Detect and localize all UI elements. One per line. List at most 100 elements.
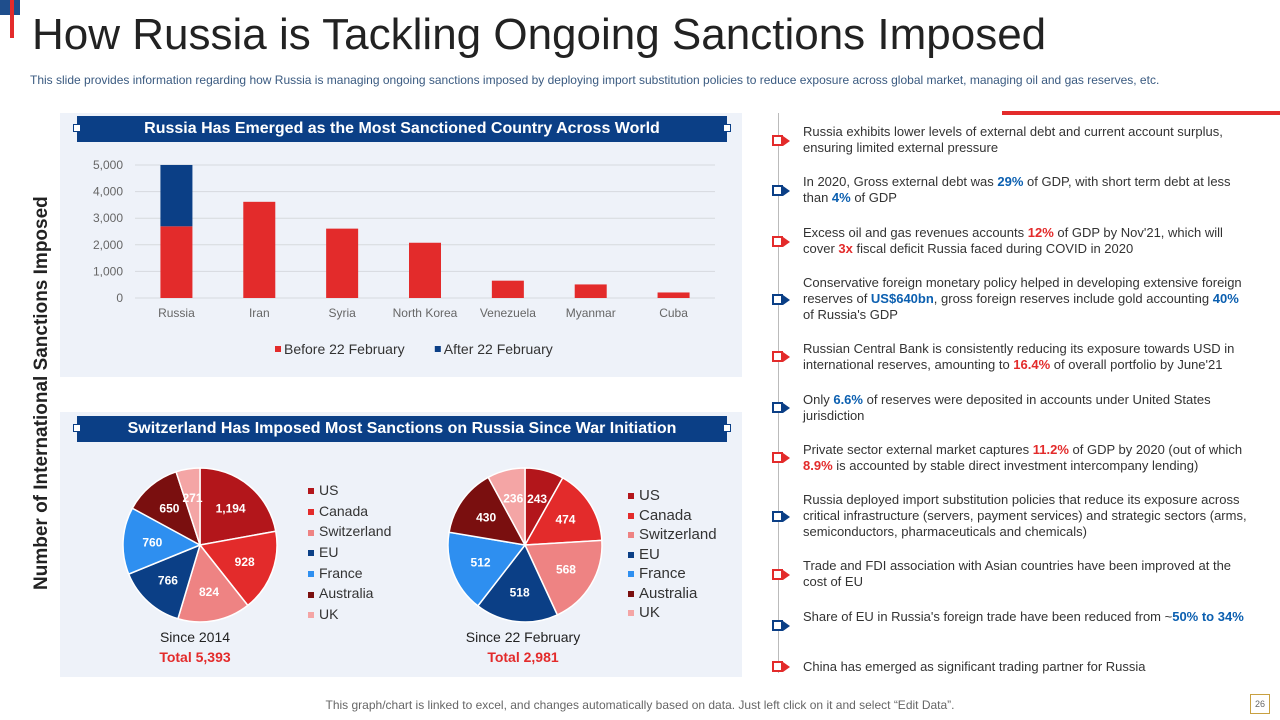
pie-slice-france[interactable]: [122, 507, 202, 576]
bullet-item: In 2020, Gross external debt was 29% of …: [803, 174, 1231, 205]
legend-item-uk: UK: [628, 604, 717, 624]
bullet-marker-icon: [772, 185, 790, 196]
bar-north-korea[interactable]: [409, 242, 441, 298]
legend-label: US: [639, 487, 660, 504]
accent-rule: [1002, 111, 1280, 115]
pie-slice-eu[interactable]: [476, 543, 559, 623]
bar-chart[interactable]: 0 1,000 2,000 3,000 4,000 5,000 Russia Iran Syri…: [60, 150, 742, 370]
legend-label: France: [639, 565, 686, 582]
legend-swatch: [308, 508, 314, 515]
banner-handle-right: [723, 124, 731, 132]
bullet-item: Only 6.6% of reserves were deposited in …: [803, 392, 1211, 423]
page-subtitle: This slide provides information regardin…: [30, 73, 1160, 87]
legend-label: After 22 February: [444, 341, 553, 357]
legend-label: Switzerland: [319, 523, 392, 540]
pie-slice-france[interactable]: [447, 531, 527, 607]
pie-slice-uk[interactable]: [487, 467, 526, 546]
bullet-item: Russia exhibits lower levels of external…: [803, 124, 1223, 155]
pie-slice-canada[interactable]: [198, 530, 278, 607]
legend-item-switzerland: Switzerland: [308, 523, 391, 544]
legend-label: UK: [319, 606, 339, 623]
bullet-item: Private sector external market captures …: [803, 442, 1243, 473]
bullet-marker-icon: [772, 452, 790, 463]
bullet-marker-icon: [772, 511, 790, 522]
bar-cuba[interactable]: [657, 292, 690, 298]
legend-item-australia: Australia: [308, 585, 391, 606]
pie1-total: Total 5,393: [159, 649, 231, 665]
bullet-marker-icon: [772, 402, 790, 413]
bullet-marker-icon: [772, 661, 790, 672]
bar-myanmar[interactable]: [574, 284, 607, 298]
pie-data-label: 474: [555, 513, 575, 527]
banner-handle-left: [73, 424, 81, 432]
legend-item-us: US: [628, 487, 717, 507]
pie-slice-switzerland[interactable]: [176, 543, 249, 623]
bar-chart-title: Russia Has Emerged as the Most Sanctione…: [73, 116, 731, 142]
pie-slice-australia[interactable]: [448, 476, 527, 546]
pie-data-label: 271: [182, 491, 202, 505]
page-number: 26: [1250, 694, 1270, 714]
legend-label: Australia: [319, 585, 374, 602]
pie-slice-uk[interactable]: [175, 467, 201, 546]
pie-slice-eu[interactable]: [127, 543, 202, 620]
y-tick-label: 0: [116, 291, 123, 305]
legend-swatch: [275, 346, 281, 352]
legend-swatch: [628, 551, 634, 558]
legend-swatch: [308, 571, 314, 578]
pie-slice-canada[interactable]: [523, 476, 603, 546]
pie-chart-title-text: Switzerland Has Imposed Most Sanctions o…: [127, 420, 677, 437]
bullet-marker-icon: [772, 569, 790, 580]
legend-item-uk: UK: [308, 606, 391, 627]
legend-item-canada: Canada: [308, 503, 391, 524]
bar-russia[interactable]: [160, 164, 193, 227]
pie-chart-since-22-february[interactable]: 243 474 568 518 512 430 236: [440, 460, 610, 630]
legend-swatch: [628, 571, 634, 578]
legend-label: US: [319, 482, 339, 498]
legend-label: Before 22 February: [284, 341, 405, 357]
page-title: How Russia is Tackling Ongoing Sanctions…: [32, 10, 1047, 59]
pie-data-label: 243: [527, 492, 547, 506]
legend-swatch: [628, 512, 634, 519]
x-tick-label: Russia: [158, 306, 195, 320]
legend-label: Canada: [319, 502, 369, 519]
pie1-caption: Since 2014: [159, 629, 231, 645]
legend-swatch: [628, 493, 634, 500]
bar-syria[interactable]: [326, 228, 359, 298]
pie-slice-us[interactable]: [199, 467, 277, 546]
bar-iran[interactable]: [243, 201, 276, 298]
legend-swatch: [628, 532, 634, 539]
y-axis-title: Number of International Sanctions Impose…: [31, 196, 52, 590]
y-tick-label: 1,000: [93, 264, 123, 278]
pie-data-label: 650: [159, 501, 179, 515]
y-tick-label: 3,000: [93, 211, 123, 225]
pie-data-label: 760: [142, 535, 162, 549]
legend-item-australia: Australia: [628, 585, 717, 605]
y-tick-label: 2,000: [93, 238, 123, 252]
x-tick-label: Myanmar: [566, 306, 616, 320]
pie-legend-since-22-february: US Canada Switzerland EU France Australia UK: [628, 487, 717, 624]
pie-slice-switzerland[interactable]: [523, 539, 603, 616]
pie-data-label: 430: [476, 510, 496, 524]
bar-venezuela[interactable]: [491, 280, 524, 298]
pie-data-label: 236: [503, 492, 523, 506]
legend-item-france: France: [308, 565, 391, 586]
legend-swatch: [628, 610, 634, 617]
x-tick-label: Cuba: [659, 306, 688, 320]
x-tick-label: North Korea: [393, 306, 458, 320]
bullet-item: Russia deployed import substitution poli…: [803, 492, 1247, 539]
banner-handle-left: [73, 124, 81, 132]
legend-swatch: [308, 550, 314, 557]
legend-swatch: [308, 612, 314, 619]
pie-chart-title: Switzerland Has Imposed Most Sanctions o…: [73, 416, 731, 442]
x-tick-label: Iran: [249, 306, 270, 320]
bullet-marker-icon: [772, 236, 790, 247]
bar-chart-title-text: Russia Has Emerged as the Most Sanctione…: [144, 120, 660, 137]
legend-label: Australia: [639, 584, 698, 602]
legend-swatch: [434, 346, 441, 352]
pie-data-label: 1,194: [216, 501, 246, 515]
bullet-marker-icon: [772, 351, 790, 362]
bar-russia[interactable]: [160, 226, 193, 298]
legend-label: Canada: [639, 506, 692, 524]
legend-item-canada: Canada: [628, 507, 717, 527]
